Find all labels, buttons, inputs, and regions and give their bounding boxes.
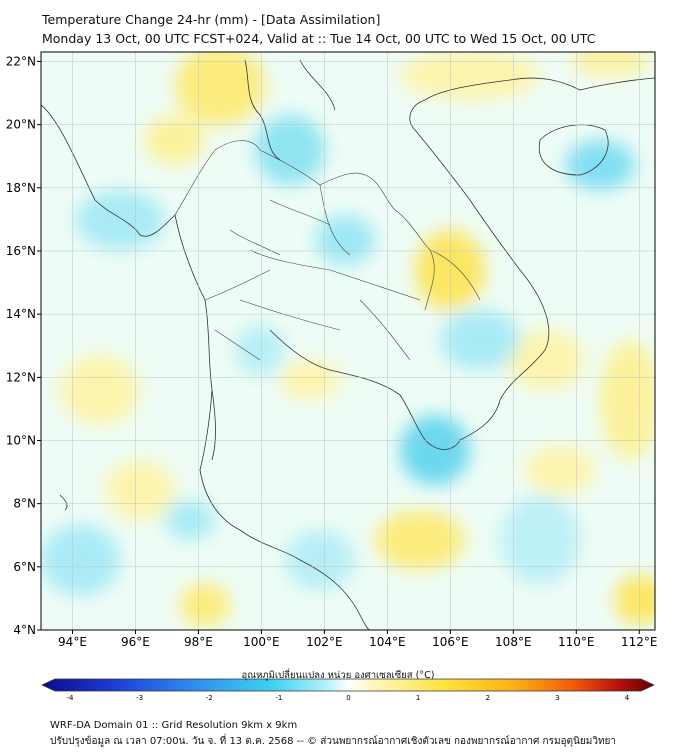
lat-tick-label: 4°N xyxy=(13,623,36,637)
lon-tick-label: 102°E xyxy=(306,635,343,649)
map-title: Temperature Change 24-hr (mm) - [Data As… xyxy=(42,12,381,27)
colorbar-tick-label: -2 xyxy=(206,694,213,702)
footer-model-info: WRF-DA Domain 01 :: Grid Resolution 9km … xyxy=(50,720,298,731)
footer-credit: ปรับปรุงข้อมูล ณ เวลา 07:00น. วัน จ. ที่… xyxy=(50,736,617,747)
colorbar-tick-label: 3 xyxy=(555,694,559,702)
lon-tick-label: 106°E xyxy=(432,635,469,649)
colorbar-tick-label: 4 xyxy=(625,694,630,702)
lat-tick-label: 20°N xyxy=(6,118,36,132)
lat-tick-label: 10°N xyxy=(6,433,36,447)
temperature-field xyxy=(41,52,655,630)
lon-tick-label: 104°E xyxy=(369,635,406,649)
lat-tick-label: 14°N xyxy=(6,307,36,321)
colorbar-tick-label: -4 xyxy=(67,694,75,702)
admin-borders xyxy=(174,140,481,361)
colorbar-tick-label: -1 xyxy=(275,694,282,702)
lon-tick-label: 100°E xyxy=(243,635,280,649)
lat-tick-label: 18°N xyxy=(6,181,36,195)
colorbar-tick-label: 1 xyxy=(416,694,420,702)
colorbar-ticks: -4 -3 -2 -1 0 1 2 3 4 xyxy=(67,694,630,702)
map-subtitle: Monday 13 Oct, 00 UTC FCST+024, Valid at… xyxy=(42,31,596,46)
lon-tick-label: 96°E xyxy=(121,635,150,649)
colorbar-title: อุณหภูมิเปลี่ยนแปลง หน่วย องศาเซลเซียส (… xyxy=(241,670,435,681)
lat-tick-label: 16°N xyxy=(6,244,36,258)
colorbar-tick-label: 0 xyxy=(346,694,350,702)
lat-tick-label: 6°N xyxy=(13,560,36,574)
latitude-axis: 22°N 20°N 18°N 16°N 14°N 12°N 10°N 8°N 6°N 4°N xyxy=(6,54,41,637)
lat-tick-label: 12°N xyxy=(6,370,36,384)
coastlines xyxy=(41,59,655,630)
lon-tick-label: 112°E xyxy=(621,635,658,649)
lon-tick-label: 94°E xyxy=(58,635,87,649)
lon-tick-label: 98°E xyxy=(184,635,213,649)
map-frame xyxy=(40,51,656,631)
colorbar: -4 -3 -2 -1 0 1 2 3 4 xyxy=(41,678,655,702)
lat-tick-label: 22°N xyxy=(6,54,36,68)
longitude-axis: 94°E 96°E 98°E 100°E 102°E 104°E 106°E 108°E 110… xyxy=(58,630,658,649)
lon-tick-label: 108°E xyxy=(495,635,532,649)
colorbar-tick-label: 2 xyxy=(486,694,490,702)
lon-tick-label: 110°E xyxy=(558,635,595,649)
lat-tick-label: 8°N xyxy=(13,497,36,511)
colorbar-tick-label: -3 xyxy=(136,694,143,702)
